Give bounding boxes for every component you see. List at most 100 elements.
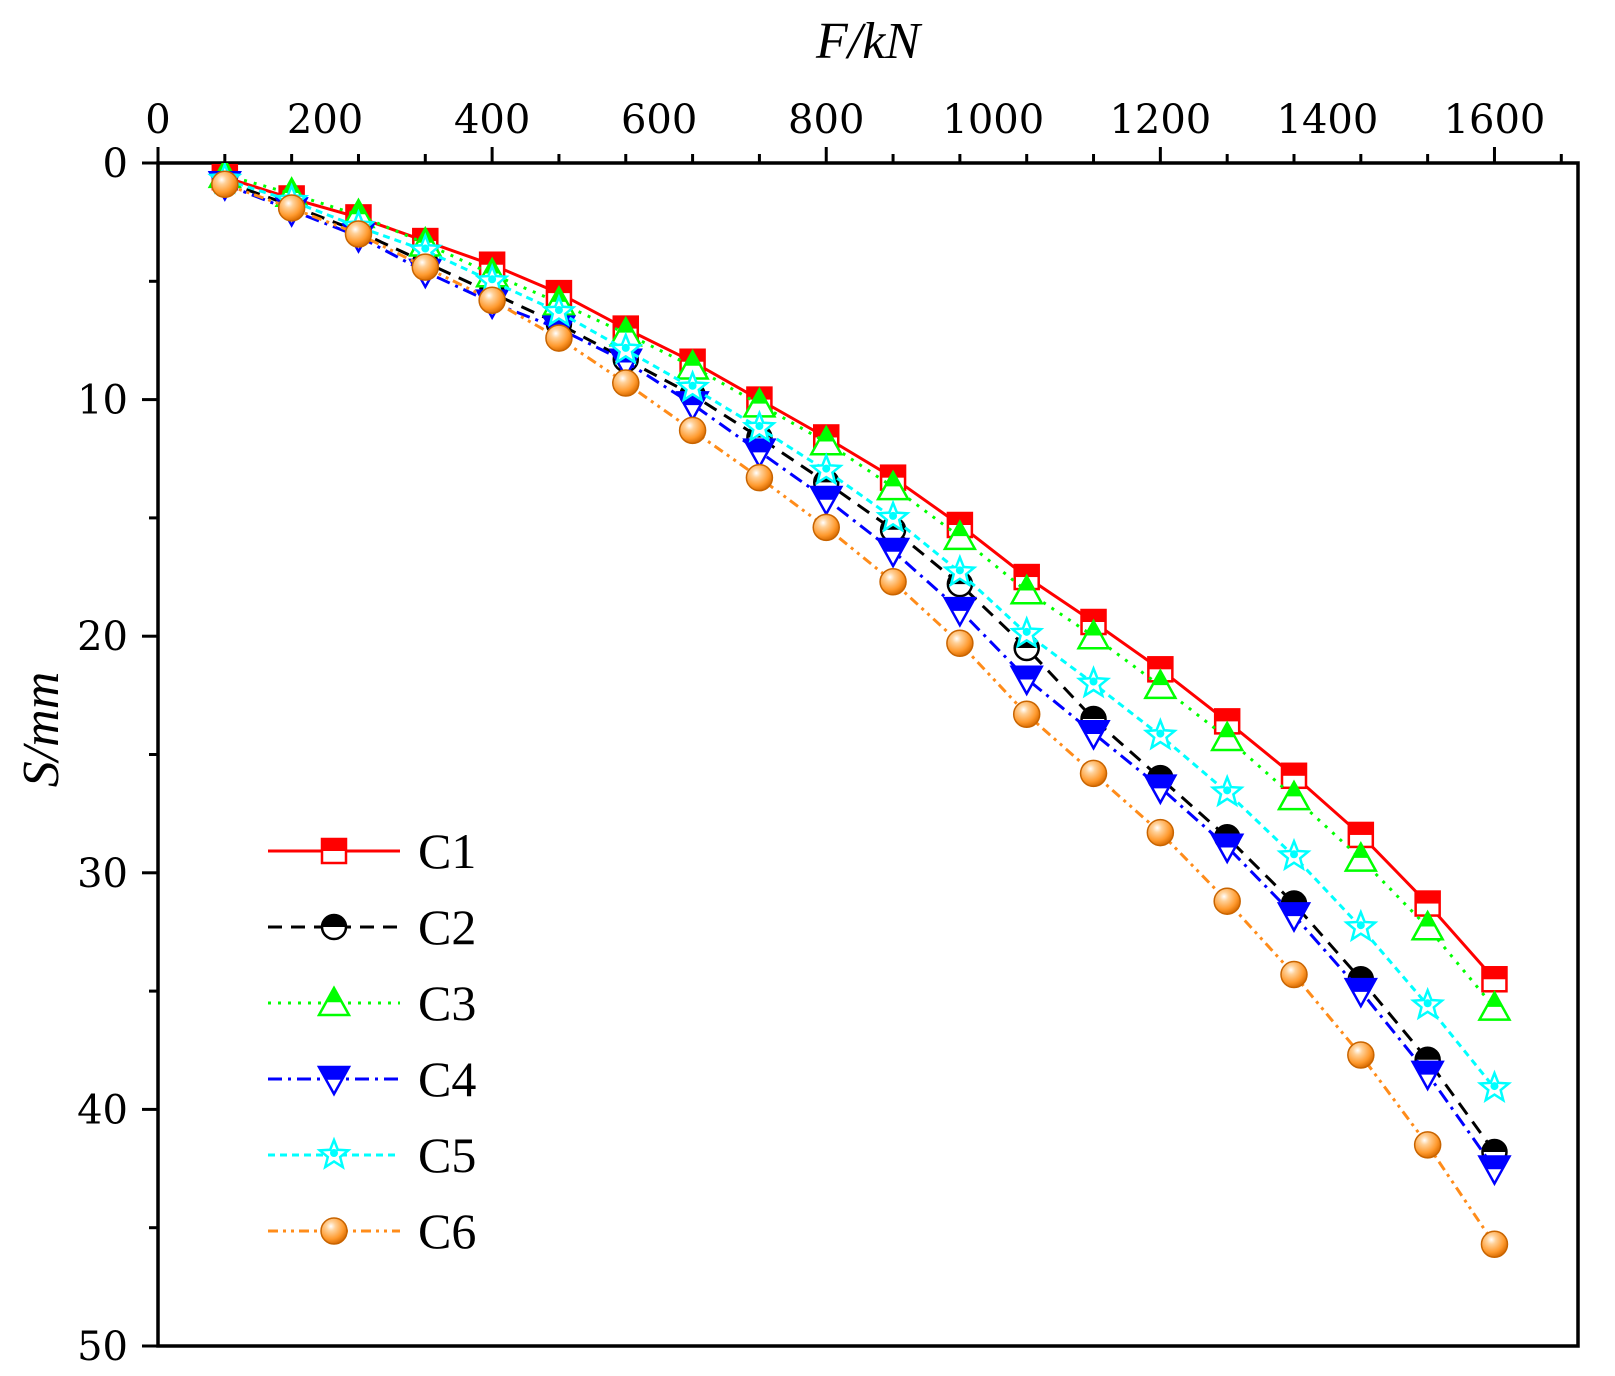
point-C1-1520 (1414, 890, 1441, 917)
legend-marker-C2 (320, 913, 348, 941)
point-C6-880 (879, 568, 907, 596)
point-C3-880 (875, 469, 911, 501)
point-C4-1440 (1343, 977, 1378, 1009)
x-tick-label: 1400 (1277, 97, 1379, 143)
point-C6-720 (745, 463, 774, 492)
series-layer (207, 163, 1513, 1259)
y-tick-label: 40 (77, 1087, 128, 1133)
series-line-C4 (224, 182, 1496, 1170)
series-C5 (207, 163, 1513, 1104)
series-C2 (211, 168, 1508, 1166)
point-C3-1360 (1276, 779, 1312, 811)
series-C3 (207, 163, 1512, 1021)
point-C6-800 (812, 513, 840, 542)
y-tick-label: 50 (77, 1324, 128, 1370)
series-line-C3 (224, 173, 1496, 1009)
legend-marker-C3 (316, 985, 352, 1017)
legend-label-C3: C3 (418, 975, 476, 1031)
point-C4-720 (742, 438, 777, 470)
point-C6-960 (946, 629, 974, 658)
point-C3-1440 (1343, 841, 1378, 872)
point-C6-160 (277, 194, 306, 222)
legend-marker-C4 (316, 1065, 352, 1097)
point-C5-1520 (1410, 986, 1446, 1021)
point-C6-560 (612, 369, 640, 397)
x-tick-label: 1200 (1109, 97, 1211, 143)
y-axis-title: S/mm (13, 672, 70, 788)
point-C5-960 (942, 553, 978, 588)
point-C6-1520 (1413, 1131, 1442, 1159)
legend-label-C6: C6 (418, 1203, 476, 1259)
point-C4-1360 (1276, 902, 1312, 933)
point-C6-1040 (1012, 700, 1041, 729)
point-C3-1120 (1076, 618, 1111, 650)
legend-item-C1: C1 (268, 823, 476, 879)
point-C5-1120 (1076, 665, 1112, 699)
point-C5-880 (875, 499, 911, 533)
series-C1 (211, 163, 1508, 993)
series-line-C5 (224, 178, 1496, 1090)
point-C1-1600 (1481, 966, 1508, 993)
point-C6-1600 (1480, 1230, 1509, 1259)
legend-item-C4: C4 (268, 1051, 476, 1107)
point-C6-80 (211, 170, 239, 199)
point-C4-1200 (1143, 774, 1178, 806)
point-C5-720 (741, 409, 777, 443)
x-tick-label: 400 (454, 97, 530, 143)
point-C6-1200 (1146, 818, 1175, 847)
legend-item-C5: C5 (268, 1127, 476, 1183)
legend-marker-C6 (320, 1217, 348, 1245)
point-C3-1280 (1210, 720, 1245, 752)
point-C5-560 (608, 331, 644, 365)
x-tick-label: 0 (145, 97, 170, 143)
point-C4-960 (942, 596, 978, 628)
point-C5-1440 (1343, 908, 1379, 943)
point-C6-1360 (1280, 960, 1308, 989)
legend: C1 C2 C3 C4 C5 C6 (268, 823, 476, 1259)
point-C5-1040 (1009, 615, 1045, 649)
point-C6-400 (478, 286, 506, 314)
point-C4-880 (875, 537, 911, 569)
point-C4-1040 (1009, 665, 1044, 697)
series-line-C2 (224, 180, 1496, 1153)
point-C5-480 (541, 293, 577, 327)
x-tick-label: 600 (621, 97, 697, 143)
point-C4-1280 (1210, 833, 1245, 865)
legend-label-C5: C5 (418, 1127, 476, 1183)
point-C6-1280 (1213, 887, 1241, 915)
point-C6-1120 (1079, 759, 1108, 788)
point-C5-800 (808, 452, 844, 486)
legend-marker-C1 (320, 837, 348, 865)
y-tick-label: 30 (77, 851, 128, 897)
y-tick-label: 10 (77, 378, 128, 424)
point-C3-1040 (1009, 573, 1044, 605)
legend-label-C1: C1 (418, 823, 476, 879)
point-C5-640 (675, 369, 711, 403)
legend-marker-C5 (316, 1136, 352, 1170)
point-C5-1280 (1209, 773, 1245, 808)
x-tick-label: 1000 (942, 97, 1044, 143)
legend-item-C6: C6 (268, 1203, 476, 1259)
point-C5-1600 (1476, 1069, 1513, 1104)
point-C4-1520 (1410, 1060, 1445, 1092)
x-tick-label: 1600 (1444, 97, 1546, 143)
plot-frame (156, 161, 1580, 1348)
point-C5-1360 (1276, 837, 1312, 872)
legend-item-C3: C3 (268, 975, 476, 1031)
point-C3-960 (942, 519, 978, 551)
point-C4-640 (675, 391, 710, 422)
point-C3-1520 (1410, 909, 1445, 941)
point-C6-320 (411, 253, 440, 281)
point-C6-640 (678, 416, 707, 445)
legend-label-C2: C2 (418, 899, 476, 955)
y-tick-label: 0 (103, 141, 128, 187)
series-line-C6 (224, 182, 1496, 1246)
point-C4-1600 (1477, 1155, 1512, 1187)
point-C3-1200 (1143, 668, 1178, 700)
series-C6 (211, 170, 1509, 1259)
point-C6-480 (545, 324, 573, 352)
point-C4-1120 (1076, 719, 1111, 751)
point-C3-1600 (1477, 990, 1512, 1021)
series-C4 (207, 171, 1512, 1187)
